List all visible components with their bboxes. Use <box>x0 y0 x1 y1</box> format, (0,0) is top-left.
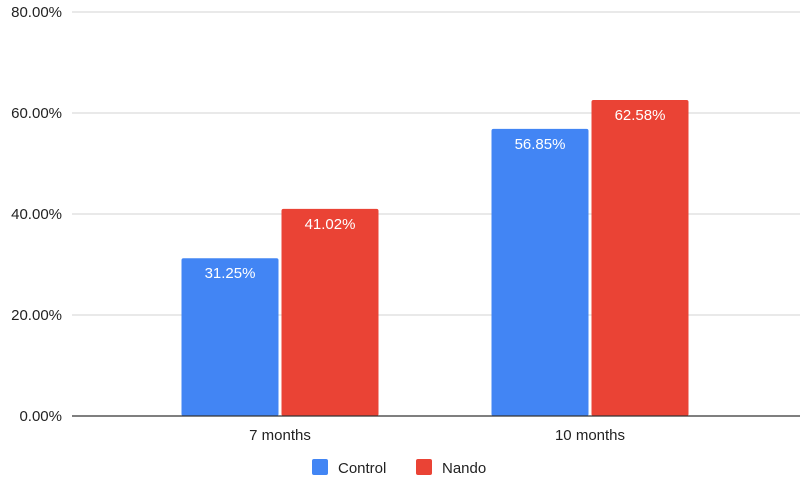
bar-nando-2 <box>591 99 689 416</box>
data-label: 62.58% <box>615 107 666 124</box>
data-labels: 31.25% 41.02% 56.85% 62.58% <box>205 107 666 282</box>
axes: 0.00% 20.00% 40.00% 60.00% 80.00% 7 months 10 … <box>11 4 800 444</box>
data-label: 56.85% <box>515 136 566 153</box>
bars <box>181 99 689 416</box>
legend: Control Nando <box>312 459 486 477</box>
grid-lines <box>72 11 800 316</box>
bar-control-2 <box>491 128 589 416</box>
legend-label-nando: Nando <box>442 460 486 477</box>
y-tick-label: 40.00% <box>11 206 62 223</box>
data-label: 31.25% <box>205 265 256 282</box>
x-tick-label: 10 months <box>555 427 625 444</box>
legend-swatch-control <box>312 459 328 475</box>
bar-nando-1 <box>281 208 379 416</box>
y-tick-label: 80.00% <box>11 4 62 21</box>
x-tick-label: 7 months <box>249 427 311 444</box>
y-tick-label: 60.00% <box>11 105 62 122</box>
legend-label-control: Control <box>338 460 386 477</box>
data-label: 41.02% <box>305 216 356 233</box>
y-tick-label: 0.00% <box>19 408 62 425</box>
legend-swatch-nando <box>416 459 432 475</box>
y-tick-label: 20.00% <box>11 307 62 324</box>
bar-control-1 <box>181 258 279 416</box>
